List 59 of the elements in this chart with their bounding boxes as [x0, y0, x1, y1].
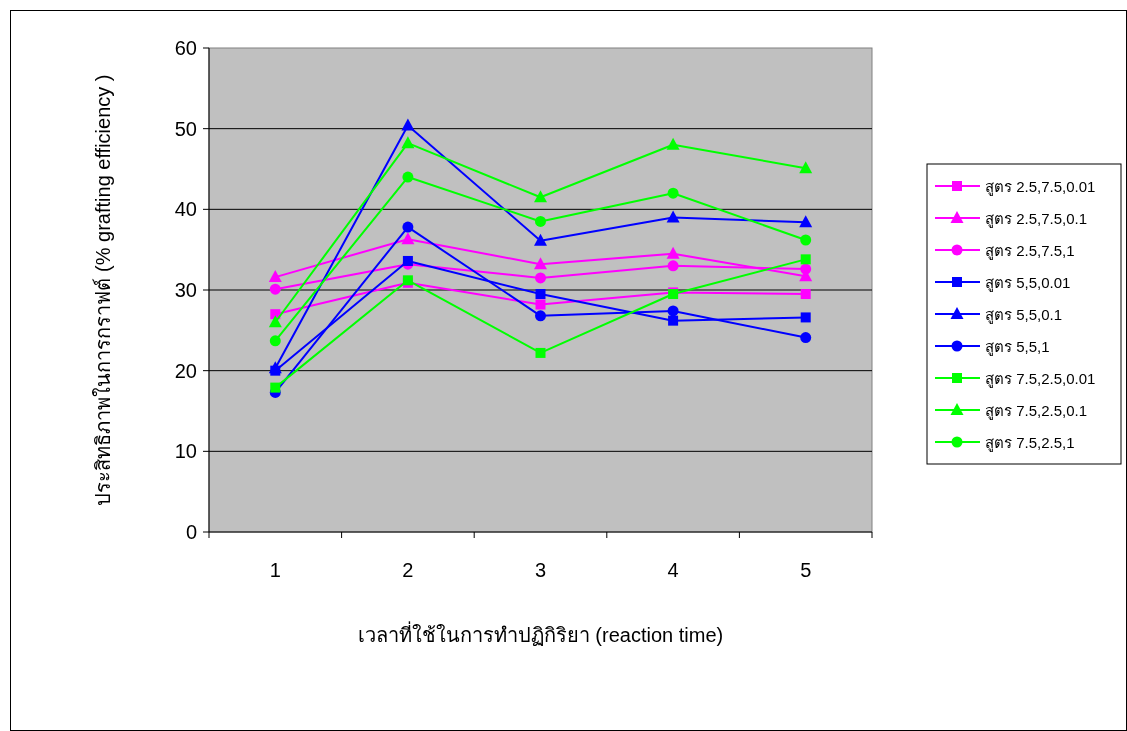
- point: [269, 283, 281, 295]
- point: [800, 234, 812, 246]
- y-tick-label: 0: [185, 521, 197, 543]
- point: [534, 257, 547, 270]
- point: [535, 289, 546, 300]
- point: [401, 136, 415, 149]
- legend-label: สูตร 2.5,7.5,0.01: [985, 178, 1096, 196]
- point: [800, 312, 811, 323]
- point: [667, 187, 679, 199]
- point: [401, 232, 415, 245]
- x-tick-label: 1: [269, 559, 281, 581]
- legend-label: สูตร 2.5,7.5,0.1: [985, 210, 1088, 228]
- y-axis-title: ประสิทธิภาพในการกราฟต์ (% grafting efficiency ): [92, 74, 114, 506]
- point: [402, 255, 413, 266]
- legend-label: สูตร 5,5,0.1: [985, 306, 1063, 324]
- y-tick-label: 50: [174, 117, 197, 140]
- y-tick-label: 30: [174, 279, 197, 301]
- y-tick-label: 60: [174, 37, 197, 59]
- y-tick-label: 40: [174, 198, 197, 221]
- point: [402, 221, 414, 233]
- point: [535, 299, 546, 310]
- legend-label: สูตร 2.5,7.5,1: [985, 242, 1075, 260]
- point: [535, 347, 546, 358]
- point: [800, 289, 811, 300]
- point: [800, 332, 812, 344]
- point: [401, 118, 415, 131]
- point: [800, 254, 811, 265]
- point: [666, 137, 680, 150]
- legend-label: สูตร 5,5,0.01: [985, 274, 1071, 292]
- x-axis-title: เวลาที่ใช้ในการทำปฏิกิริยา (reaction time): [357, 621, 724, 646]
- legend-label: สูตร 7.5,2.5,0.1: [985, 402, 1088, 420]
- point: [668, 315, 679, 326]
- x-tick-label: 5: [800, 559, 812, 581]
- point: [666, 210, 680, 223]
- point: [535, 272, 546, 284]
- point: [534, 233, 547, 246]
- point: [799, 161, 813, 174]
- point: [799, 215, 813, 228]
- y-tick-label: 10: [174, 440, 197, 463]
- legend-label: สูตร 7.5,2.5,0.01: [985, 370, 1096, 388]
- x-tick-label: 3: [534, 559, 547, 581]
- point: [666, 246, 680, 259]
- point: [402, 171, 414, 183]
- point: [534, 190, 547, 203]
- legend-label: สูตร 7.5,2.5,1: [985, 434, 1075, 452]
- x-tick-label: 2: [402, 559, 414, 581]
- point: [800, 263, 812, 275]
- point: [269, 335, 281, 347]
- y-tick-label: 20: [174, 359, 197, 382]
- point: [268, 270, 282, 283]
- point: [535, 310, 546, 322]
- point: [535, 215, 546, 227]
- point: [268, 315, 282, 328]
- point: [667, 260, 679, 272]
- x-tick-label: 4: [667, 559, 679, 581]
- legend-label: สูตร 5,5,1: [985, 338, 1050, 356]
- point: [268, 361, 282, 374]
- point: [667, 305, 679, 317]
- point: [270, 382, 281, 393]
